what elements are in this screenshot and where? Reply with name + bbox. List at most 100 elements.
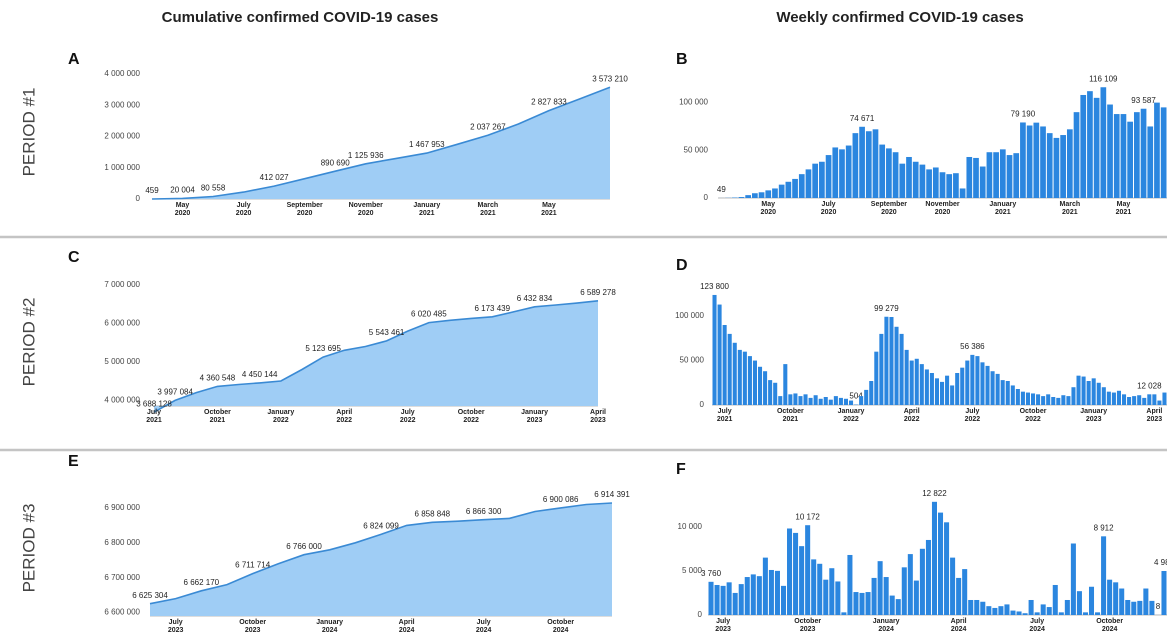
bar [869, 381, 874, 405]
bar [1142, 397, 1147, 405]
bar [1127, 397, 1132, 405]
bar [1082, 612, 1088, 615]
bar [1076, 375, 1081, 405]
data-label: 12 028 [1137, 381, 1162, 390]
bar [1081, 376, 1086, 405]
x-tick-label: April 2022 [903, 408, 920, 424]
x-tick-label: March 2021 [477, 202, 499, 218]
bar [788, 394, 793, 405]
bar [783, 364, 788, 405]
bar [720, 585, 726, 615]
y-tick-label: 50 000 [680, 356, 705, 365]
bar [995, 373, 1000, 405]
data-label: 5 123 695 [305, 344, 341, 353]
bar [849, 400, 854, 405]
x-tick-label: October 2022 [457, 409, 485, 425]
bar [904, 349, 909, 405]
bar [919, 164, 926, 198]
bar [1066, 396, 1071, 405]
bar [747, 356, 752, 405]
bar [940, 381, 945, 405]
bar [919, 548, 925, 615]
bar [841, 612, 847, 615]
bar [1046, 607, 1052, 615]
bar [778, 396, 783, 405]
bar [1107, 104, 1113, 198]
x-tick-label: July 2020 [820, 201, 837, 217]
area [154, 300, 598, 413]
bar [966, 156, 973, 198]
data-label: 2 827 833 [531, 98, 567, 107]
bar [980, 362, 985, 405]
bar [813, 395, 818, 405]
bar [1034, 612, 1040, 615]
bar [817, 563, 823, 615]
bar [877, 561, 883, 615]
data-label: 1 125 936 [348, 151, 384, 160]
panel-label: C [68, 249, 80, 266]
bar [1046, 394, 1051, 405]
bar [803, 394, 808, 405]
bar [714, 584, 720, 615]
bar [845, 145, 852, 198]
y-tick-label: 10 000 [678, 522, 703, 531]
bar [1060, 135, 1066, 198]
x-tick-label: January 2022 [837, 408, 865, 424]
bar [838, 397, 843, 405]
bar [1031, 393, 1036, 405]
row-label: PERIOD #2 [19, 298, 38, 387]
bar [955, 373, 960, 405]
data-label: 49 [717, 185, 726, 194]
bar [1046, 133, 1053, 198]
bar [823, 397, 828, 405]
bar [926, 169, 932, 198]
bar [889, 595, 895, 615]
x-tick-label: May 2021 [541, 202, 557, 218]
bar [792, 178, 798, 198]
bar [932, 167, 939, 198]
bar [859, 396, 864, 405]
bar [1080, 94, 1087, 198]
bar [732, 342, 737, 405]
bar [865, 592, 871, 615]
bar [823, 579, 829, 615]
x-tick-label: July 2022 [964, 408, 981, 424]
data-label: 56 386 [960, 342, 985, 351]
data-label: 6 766 000 [286, 542, 322, 551]
bar [758, 366, 763, 405]
line [149, 502, 613, 605]
bar [1100, 87, 1107, 198]
panel-label: E [68, 453, 79, 470]
bar [829, 568, 835, 615]
x-tick-label: July 2023 [715, 618, 731, 634]
column-title: Cumulative confirmed COVID-19 cases [162, 9, 439, 26]
x-tick-label: October 2023 [239, 619, 267, 635]
bar [745, 195, 752, 198]
bar [1147, 126, 1154, 198]
x-tick-label: November 2020 [348, 202, 383, 218]
bar [901, 567, 907, 615]
data-label: 3 573 210 [592, 74, 628, 83]
bar [1070, 543, 1076, 615]
bar [1016, 611, 1022, 615]
x-tick-label: July 2021 [716, 408, 733, 424]
x-tick-label: January 2024 [316, 619, 344, 635]
data-label: 4 450 144 [242, 370, 278, 379]
bar [799, 546, 805, 615]
x-tick-label: April 2022 [336, 409, 353, 425]
bar [986, 152, 993, 198]
x-tick-label: July 2023 [167, 619, 184, 635]
data-label: 6 900 086 [543, 495, 579, 504]
bar [847, 554, 853, 615]
bar [750, 574, 756, 615]
x-tick-label: October 2024 [1096, 618, 1124, 634]
data-label: 6 589 278 [580, 288, 616, 297]
x-tick-label: May 2020 [174, 202, 191, 218]
bar [732, 592, 738, 615]
row-label: PERIOD #3 [19, 504, 38, 593]
bar [1005, 381, 1010, 405]
bar [1076, 591, 1082, 615]
bar [812, 163, 819, 198]
panel-label: B [676, 51, 688, 68]
